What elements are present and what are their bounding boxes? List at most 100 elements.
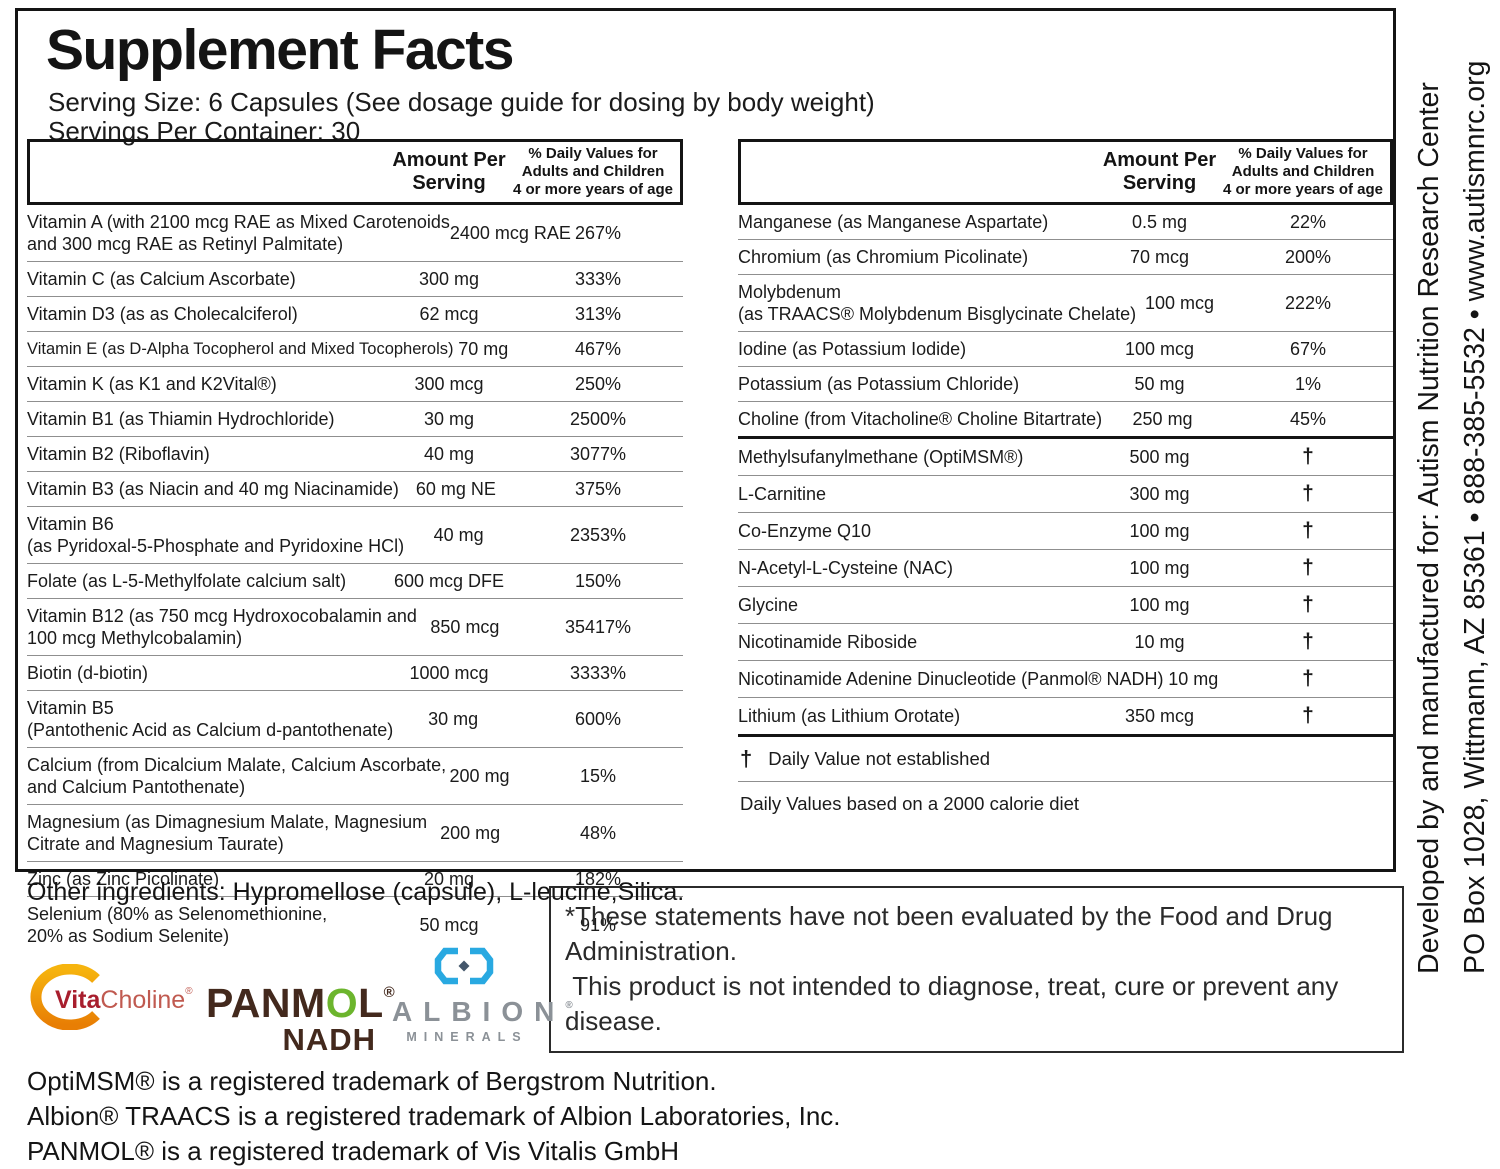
table-row: N-Acetyl-L-Cysteine (NAC) 100 mg † [738,550,1393,587]
amount-value: 100 mg [1129,557,1190,578]
daily-value: 467% [574,338,622,359]
table-row: Vitamin B1 (as Thiamin Hydrochloride) 30 … [27,402,683,437]
right-supplement-table: Amount Per Serving % Daily Values for Ad… [738,139,1393,824]
albion-text: ALBION [392,996,566,1027]
supplement-name: Vitamin B6 (as Pyridoxal-5-Phosphate and… [27,514,405,556]
supplement-name: Iodine (as Potassium Iodide) [738,339,967,359]
contact-line: PO Box 1028, Wittmann, AZ 85361 • 888-38… [1459,60,1491,974]
supplement-name: N-Acetyl-L-Cysteine (NAC) [738,558,954,578]
trademark-notes: OptiMSM® is a registered trademark of Be… [27,1064,841,1169]
table-row: Lithium (as Lithium Orotate) 350 mcg † [738,698,1393,737]
daily-value-header: % Daily Values for Adults and Children 4… [1222,145,1384,198]
supplement-name: Calcium (from Dicalcium Malate, Calcium … [27,755,447,797]
choline-text: Choline [100,986,186,1014]
daily-value: 375% [574,478,622,499]
daily-value: 200% [1284,246,1332,267]
daily-value: 1% [1294,373,1321,394]
daily-value: † [1302,630,1314,653]
fda-disclaimer-box: *These statements have not been evaluate… [549,886,1404,1053]
daily-value: 22% [1289,211,1327,232]
panmol-wordmark: PANMOL® [206,972,395,1026]
table-row: Calcium (from Dicalcium Malate, Calcium … [27,748,683,805]
daily-value: 91% [579,914,617,935]
supplement-name: Vitamin B3 (as Niacin and 40 mg Niacinam… [27,479,399,499]
daily-value: 15% [579,765,617,786]
table-row: Magnesium (as Dimagnesium Malate, Magnes… [27,805,683,862]
daily-value: 150% [574,570,622,591]
daily-value-header: % Daily Values for Adults and Children 4… [512,145,674,198]
supplement-name: Magnesium (as Dimagnesium Malate, Magnes… [27,812,428,854]
manufacturer-line: Developed by and manufactured for: Autis… [1413,82,1445,974]
supplement-name: Glycine [738,595,799,615]
table-row: Vitamin B3 (as Niacin and 40 mg Niacinam… [27,472,683,507]
table-row: Vitamin E (as D-Alpha Tocopherol and Mix… [27,332,683,367]
amount-value: 200 mg [440,822,501,843]
amount-value: 50 mg [1134,373,1185,394]
supplement-facts-panel: Supplement Facts Serving Size: 6 Capsule… [15,8,1396,946]
table-row: L-Carnitine 300 mg † [738,476,1393,513]
daily-value: † [1302,519,1314,542]
panmol-green-o: O [325,980,359,1026]
amount-value: 1000 mcg [409,662,489,683]
supplement-name: Potassium (as Potassium Chloride) [738,374,1020,394]
amount-value: 100 mcg [1124,338,1195,359]
table-row: Zinc (as Zinc Picolinate) 20 mg 182% [27,862,683,897]
registered-mark: ® [185,986,193,997]
vitacholine-swoosh-icon [30,964,100,1030]
table-row: Potassium (as Potassium Chloride) 50 mg 1% [738,367,1393,402]
amount-per-serving-header: Amount Per Serving [392,149,506,194]
daily-value: 222% [1284,292,1332,313]
right-table-rows: Manganese (as Manganese Aspartate) 0.5 mg… [738,205,1393,737]
table-row: Manganese (as Manganese Aspartate) 0.5 mg… [738,205,1393,240]
supplement-name: Nicotinamide Riboside [738,632,918,652]
trademark-line: PANMOL® is a registered trademark of Vis… [27,1136,680,1166]
supplement-name: Nicotinamide Adenine Dinucleotide (Panmo… [738,669,1164,689]
daily-value: 313% [574,303,622,324]
calorie-note: Daily Values based on a 2000 calorie die… [740,793,1080,814]
daily-value: 182% [574,868,622,889]
daily-value: 48% [579,822,617,843]
daily-value: † [1302,593,1314,616]
left-table-rows: Vitamin A (with 2100 mcg RAE as Mixed Ca… [27,205,683,953]
supplement-name: Zinc (as Zinc Picolinate) [27,869,220,889]
panmol-letters: PANM [206,980,326,1026]
amount-value: 300 mcg [414,373,484,394]
amount-value: 250 mg [1132,408,1193,429]
amount-value: 850 mcg [430,616,500,637]
left-supplement-table: Amount Per Serving % Daily Values for Ad… [27,139,683,953]
daily-value: † [1302,482,1314,505]
table-row: Vitamin K (as K1 and K2Vital®) 300 mcg 250… [27,367,683,402]
supplement-name: Vitamin K (as K1 and K2Vital®) [27,374,277,394]
table-row: Vitamin B12 (as 750 mcg Hydroxocobalamin… [27,599,683,656]
amount-value: 350 mcg [1124,705,1195,726]
table-row: Vitamin B2 (Riboflavin) 40 mg 3077% [27,437,683,472]
supplement-name: Vitamin D3 (as as Cholecalciferol) [27,304,298,324]
serving-size-text: Serving Size: 6 Capsules (See dosage gui… [48,87,875,117]
table-row: Molybdenum (as TRAACS® Molybdenum Bisgly… [738,275,1393,332]
daily-value: 35417% [564,616,632,637]
amount-value: 70 mg [458,338,509,359]
amount-value: 600 mcg DFE [393,570,505,591]
daily-value: 267% [574,222,622,243]
left-table-header: Amount Per Serving % Daily Values for Ad… [27,139,683,205]
supplement-name: Manganese (as Manganese Aspartate) [738,212,1049,232]
amount-value: 300 mg [1129,483,1190,504]
supplement-name: Lithium (as Lithium Orotate) [738,706,961,726]
supplement-name: Vitamin E (as D-Alpha Tocopherol and Mix… [27,340,454,358]
amount-value: 62 mcg [419,303,479,324]
manufacturer-sidebar: Developed by and manufactured for: Autis… [1406,24,1498,974]
table-row: Biotin (d-biotin) 1000 mcg 3333% [27,656,683,691]
supplement-name: Folate (as L-5-Methylfolate calcium salt… [27,571,347,591]
supplement-name: Vitamin A (with 2100 mcg RAE as Mixed Ca… [27,212,450,254]
supplement-name: Vitamin B1 (as Thiamin Hydrochloride) [27,409,335,429]
dagger-footnote: † Daily Value not established [738,737,1393,782]
amount-value: 200 mg [449,765,510,786]
daily-value: † [1302,556,1314,579]
nadh-text: NADH [282,1022,376,1057]
amount-value: 100 mg [1129,520,1190,541]
daily-value: 45% [1289,408,1327,429]
other-ingredients-text: Other ingredients: Hypromellose (capsule… [27,878,685,906]
page-title: Supplement Facts [46,18,514,82]
daily-value: † [1302,667,1314,690]
supplement-name: Vitamin B5 (Pantothenic Acid as Calcium … [27,698,394,740]
